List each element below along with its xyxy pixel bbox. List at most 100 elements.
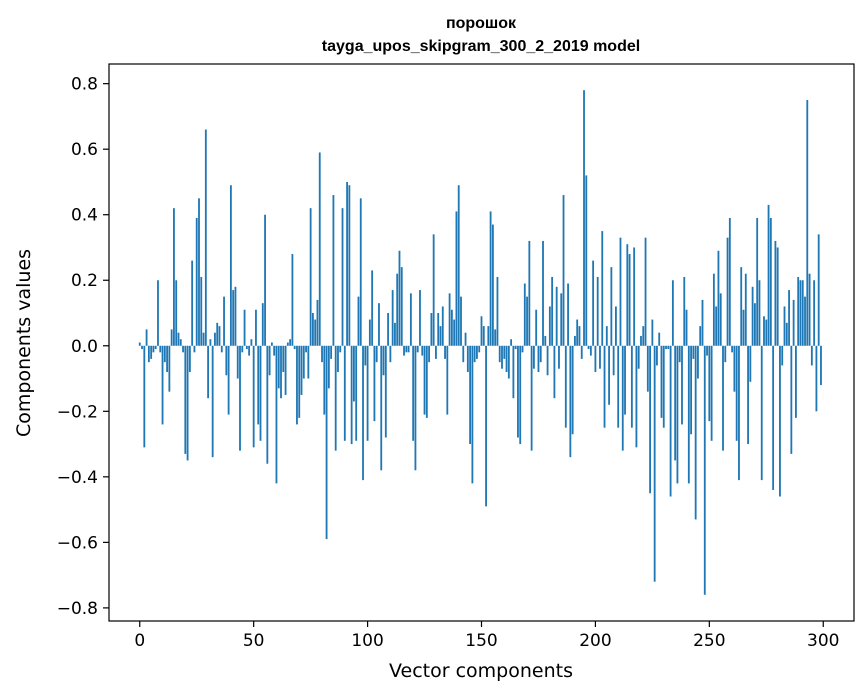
bar [715,306,718,346]
bar [275,345,278,484]
bar [471,345,474,484]
bar [560,293,563,346]
plot-frame [108,63,855,622]
bar [170,329,173,346]
bar [423,345,426,415]
bar [610,267,613,346]
bar [562,195,565,346]
bar [637,345,640,369]
bar [621,345,624,451]
bar [207,345,210,399]
bar [640,335,642,346]
x-tick-label: 0 [134,631,145,651]
bar [760,345,763,481]
bar [343,345,346,441]
x-tick-label: 300 [807,631,839,651]
bar [286,342,289,346]
bar [701,299,704,346]
bar [569,345,572,458]
bar [455,211,458,346]
bar [325,345,328,540]
bar [359,198,362,346]
bar [268,345,271,376]
bar [619,237,622,346]
y-tick-label: 0.8 [71,75,98,95]
bar [234,286,237,346]
bar [398,250,401,346]
bar [346,181,348,346]
bar [567,283,569,346]
bar [384,345,387,438]
bar [589,345,592,356]
bar [186,345,189,461]
bar [687,345,690,484]
bar [553,345,556,399]
bar [592,260,595,346]
bar [289,339,292,346]
bar [485,345,487,507]
bar [466,345,469,372]
bar [747,345,749,445]
bar [236,345,239,379]
bar [558,345,560,369]
bar [626,244,629,346]
bars-group [138,90,822,595]
bar [330,345,333,359]
bar [535,309,538,346]
bar [692,345,695,359]
bar [448,293,451,346]
bar [546,345,549,376]
bar [469,345,472,445]
bar [681,345,683,425]
bar [690,345,693,435]
bar [173,208,175,346]
bar [742,309,745,346]
bar [804,296,806,346]
bar [264,214,266,346]
bar [366,345,369,441]
bar [432,234,435,346]
bar [797,276,800,346]
chart-subtitle: tayga_upos_skipgram_300_2_2019 model [322,38,640,55]
bar [191,260,194,346]
bar [712,273,715,346]
bar [218,326,221,346]
bar [630,345,633,428]
bar [209,339,212,346]
x-tick-label: 150 [465,631,497,651]
bar [291,254,294,346]
bar [179,339,182,346]
bar [414,345,417,471]
bar [728,217,731,346]
x-tick-label: 200 [579,631,611,651]
bar [505,345,508,372]
bar [507,345,510,379]
bar [496,276,499,346]
bar [678,345,681,363]
bar [371,270,374,346]
bar [731,345,734,353]
bar [726,237,729,346]
bar [724,345,727,363]
bar [799,280,802,346]
bar [348,185,351,346]
bar [478,345,481,353]
x-axis-label: Vector components [389,660,573,682]
bar [646,345,649,392]
x-tick-label: 250 [693,631,725,651]
bar [152,345,155,353]
bar [261,303,264,346]
bar [457,185,460,346]
bar [462,345,465,363]
bar [211,345,214,458]
bar [473,345,476,363]
bar [676,345,679,484]
bar [154,345,157,350]
bar [182,345,184,353]
bar [555,286,558,346]
bar [362,345,364,481]
bar [617,345,620,428]
bar [302,345,305,379]
y-tick-label: 0.0 [71,337,98,357]
bar [781,345,784,366]
